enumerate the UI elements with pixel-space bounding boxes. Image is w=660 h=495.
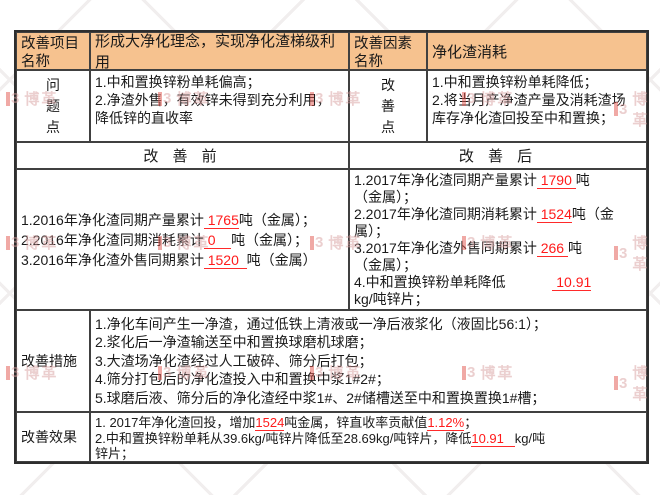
problem-label-cell: 问题点	[16, 70, 90, 142]
text-line: （金属）；	[354, 189, 417, 205]
text-line: 2.中和置换锌粉单耗从39.6kg/吨锌片降低至28.69kg/吨锌片，降低10…	[95, 430, 546, 447]
text-line: kg/吨锌片；	[354, 291, 429, 307]
project-name-header: 改善项目名称	[16, 32, 90, 70]
text-line: 4.中和置换锌粉单耗降低 10.91	[354, 274, 592, 291]
text-line: 1.2016年净化渣同期产量累计 1765吨（金属）；	[21, 211, 316, 229]
improve-point-label: 改善点	[381, 76, 395, 135]
after-band: 改 善 后	[349, 142, 647, 169]
factor-name-header: 改善因素名称	[349, 32, 427, 70]
text-line: 5.球磨后液、筛分后的净化渣经中浆1#、2#储槽送至中和置换置换1#槽；	[95, 389, 546, 406]
project-name-label: 改善项目名称	[21, 36, 79, 70]
text-line: 2.2016年净化渣同期消耗累计 0 吨（金属）；	[21, 231, 309, 249]
text-line: （金属）；	[354, 257, 417, 273]
text-line: 降低锌的直收率	[95, 110, 193, 126]
text-line: 3.大渣场净化渣经过人工破碎、筛分后打包；	[95, 352, 373, 369]
before-title: 改 善 前	[143, 148, 222, 165]
problem-content-cell: 1.中和置换锌粉单耗偏高； 2.净渣外售，有效锌未得到充分利用， 降低锌的直收率	[90, 70, 349, 142]
effects-content-cell: 1. 2017年净化渣回投，增加1524吨金属，锌直收率贡献值1.12%； 2.中…	[90, 412, 647, 462]
factor-value: 净化渣消耗	[432, 43, 508, 61]
problem-label: 问题点	[46, 76, 60, 135]
effects-label-cell: 改善效果	[16, 412, 90, 462]
text-line: 1.净化车间产生一净渣，通过低铁上清液或一净后液浆化（液固比56:1）；	[95, 315, 547, 332]
text-line: 锌片；	[95, 446, 135, 461]
factor-value-cell: 净化渣消耗	[427, 32, 647, 70]
measures-label: 改善措施	[21, 353, 77, 369]
improve-point-content-cell: 1.中和置换锌粉单耗降低； 2.将当月产净渣产量及消耗渣场 库存净化渣回投至中和置换…	[427, 70, 647, 142]
measures-label-cell: 改善措施	[16, 310, 90, 412]
text-line: 3.2016年净化渣外售同期累计 1520 吨（金属）	[21, 251, 317, 269]
before-band: 改 善 前	[16, 142, 349, 169]
factor-name-label: 改善因素名称	[354, 36, 412, 70]
improve-point-label-cell: 改善点	[349, 70, 427, 142]
text-line: 属）；	[354, 223, 389, 239]
text-line: 2.净渣外售，有效锌未得到充分利用，	[95, 92, 331, 108]
text-line: 1.中和置换锌粉单耗偏高；	[95, 74, 261, 90]
after-content-cell: 1.2017年净化渣同期产量累计 1790 吨（金属）； 2.2017年净化渣同期…	[349, 169, 647, 310]
improvement-table: 改善项目名称 形成大净化理念，实现净化渣梯级利用 改善因素名称 净化渣消耗 问题…	[14, 30, 649, 464]
measures-content-cell: 1.净化车间产生一净渣，通过低铁上清液或一净后液浆化（液固比56:1）； 2.浆化…	[90, 310, 647, 412]
text-line: 2.浆化后一净渣输送至中和置换球磨机球磨；	[95, 334, 373, 351]
text-line: 1. 2017年净化渣回投，增加1524吨金属，锌直收率贡献值1.12%；	[95, 415, 478, 431]
text-line: 2.将当月产净渣产量及消耗渣场	[432, 92, 626, 108]
text-line: 2.2017年净化渣同期消耗累计 1524吨（金	[354, 206, 614, 223]
text-line: 1.2017年净化渣同期产量累计 1790 吨	[354, 172, 590, 189]
text-line: 库存净化渣回投至中和置换；	[432, 110, 614, 126]
after-title: 改 善 后	[458, 148, 538, 165]
before-content-cell: 1.2016年净化渣同期产量累计 1765吨（金属）； 2.2016年净化渣同期消…	[16, 169, 349, 310]
text-line: 1.中和置换锌粉单耗降低；	[432, 74, 598, 90]
text-line: 3.2017年净化渣外售同期累计 266 吨	[354, 240, 582, 257]
project-title-cell: 形成大净化理念，实现净化渣梯级利用	[90, 32, 349, 70]
project-title: 形成大净化理念，实现净化渣梯级利用	[95, 33, 336, 70]
text-line: 4.筛分打包后的净化渣投入中和置换中浆1#2#；	[95, 371, 390, 388]
effects-label: 改善效果	[21, 429, 77, 445]
